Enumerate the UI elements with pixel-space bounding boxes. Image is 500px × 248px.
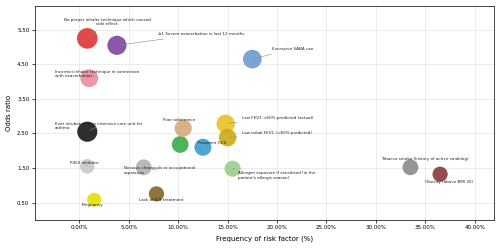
Point <box>248 57 256 61</box>
Text: Low initial FEV1 (<60% predicted): Low initial FEV1 (<60% predicted) <box>230 131 312 137</box>
Text: Noxious chemicals or occupational
exposures: Noxious chemicals or occupational exposu… <box>124 166 195 175</box>
Text: Lack of ICS treatment: Lack of ICS treatment <box>138 194 183 202</box>
Point <box>86 76 94 80</box>
Point <box>113 43 121 47</box>
Text: Ever intubated or in intensive care unit for
asthma: Ever intubated or in intensive care unit… <box>54 122 142 130</box>
Point <box>176 143 184 147</box>
Text: ≥1 Severe exacerbation in last 12 months: ≥1 Severe exacerbation in last 12 months <box>120 32 245 45</box>
Text: Pregnancy: Pregnancy <box>82 200 103 207</box>
Point <box>199 145 207 149</box>
Text: Excessive SABA use: Excessive SABA use <box>255 47 314 59</box>
Point <box>222 122 230 126</box>
Text: Obesity (above BMI 30): Obesity (above BMI 30) <box>426 174 474 184</box>
Point <box>140 165 147 169</box>
Point <box>152 192 160 196</box>
Point <box>228 167 236 171</box>
Point <box>84 164 92 168</box>
Text: Tobacco smoke (history of active smoking): Tobacco smoke (history of active smoking… <box>381 157 468 166</box>
Point <box>436 172 444 176</box>
Y-axis label: Odds ratio: Odds ratio <box>6 95 12 131</box>
Text: No proper inhaler technique which caused
side effect: No proper inhaler technique which caused… <box>64 18 150 37</box>
X-axis label: Frequency of risk factor (%): Frequency of risk factor (%) <box>216 236 313 243</box>
Text: Allergen exposure if sensitized (in the
patient's allergic season): Allergen exposure if sensitized (in the … <box>232 169 315 180</box>
Point <box>179 126 187 130</box>
Point <box>84 36 92 40</box>
Text: Incorrect inhaler technique in connection
with exacerbation: Incorrect inhaler technique in connectio… <box>54 70 139 78</box>
Text: Poor adherence: Poor adherence <box>164 118 196 128</box>
Point <box>90 198 98 202</box>
Text: Frequent OCS: Frequent OCS <box>198 141 226 145</box>
Text: Low FEV1 <60% predicted (actual): Low FEV1 <60% predicted (actual) <box>228 116 314 124</box>
Text: P450 inhibitor: P450 inhibitor <box>70 161 98 166</box>
Point <box>224 136 232 140</box>
Point <box>84 130 92 134</box>
Point <box>406 165 414 169</box>
